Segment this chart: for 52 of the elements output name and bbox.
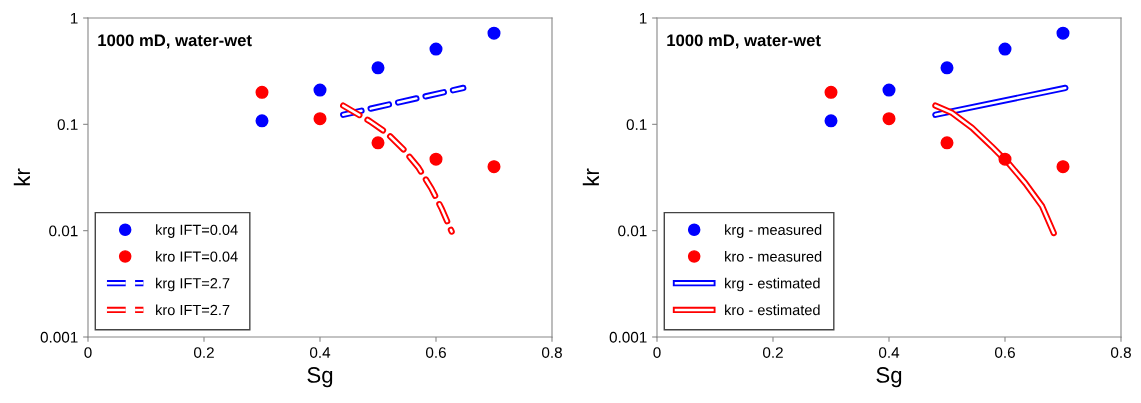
point — [940, 136, 954, 150]
x-tick-label: 0.4 — [309, 347, 331, 358]
point — [255, 85, 269, 99]
point — [429, 42, 443, 56]
y-tick-label: 0.01 — [618, 225, 647, 237]
y-axis-title: kr — [582, 168, 599, 186]
legend-label: kro IFT=2.7 — [156, 304, 230, 316]
legend-label: kro - measured — [725, 251, 822, 262]
x-tick-label: 0.6 — [994, 347, 1015, 358]
x-tick-label: 0 — [653, 347, 661, 358]
point — [313, 83, 327, 97]
point — [882, 112, 896, 126]
y-tick-label: 0.01 — [49, 225, 78, 237]
point — [824, 114, 838, 128]
y-tick-label: 1 — [70, 13, 78, 24]
legend-label: krg IFT=0.04 — [156, 224, 238, 238]
point — [998, 42, 1012, 56]
x-tick-label: 0.4 — [878, 347, 900, 358]
point — [487, 26, 501, 40]
x-tick-label: 0.8 — [1110, 347, 1131, 358]
point — [255, 114, 269, 128]
point — [371, 136, 385, 150]
x-axis-title: Sg — [876, 367, 902, 388]
legend-label: krg IFT=2.7 — [156, 277, 230, 292]
point — [824, 85, 838, 99]
point — [487, 160, 501, 174]
x-tick-label: 0 — [84, 347, 92, 358]
y-axis-title: kr — [13, 168, 30, 186]
legend-label: krg - estimated — [725, 277, 820, 292]
point — [1056, 26, 1070, 40]
x-tick-label: 0.6 — [425, 347, 446, 358]
y-tick-label: 1 — [639, 13, 647, 24]
point — [940, 61, 954, 75]
legend-label: kro - estimated — [725, 304, 820, 316]
point — [882, 83, 896, 97]
point — [313, 112, 327, 126]
legend-label: krg - measured — [725, 224, 822, 238]
point — [429, 152, 443, 166]
point — [998, 152, 1012, 166]
x-axis-title: Sg — [307, 367, 333, 388]
y-tick-label: 0.001 — [40, 331, 78, 343]
legend-label: kro IFT=0.04 — [156, 251, 238, 262]
point — [371, 61, 385, 75]
y-tick-label: 0.1 — [626, 119, 647, 131]
x-tick-label: 0.8 — [541, 347, 562, 358]
y-tick-label: 0.001 — [609, 331, 647, 343]
x-tick-label: 0.2 — [193, 347, 214, 358]
y-tick-label: 0.1 — [57, 119, 78, 131]
text: 1000 mD, water-wet — [667, 34, 821, 49]
point — [1056, 160, 1070, 174]
text: 1000 mD, water-wet — [98, 34, 252, 49]
x-tick-label: 0.2 — [762, 347, 783, 358]
